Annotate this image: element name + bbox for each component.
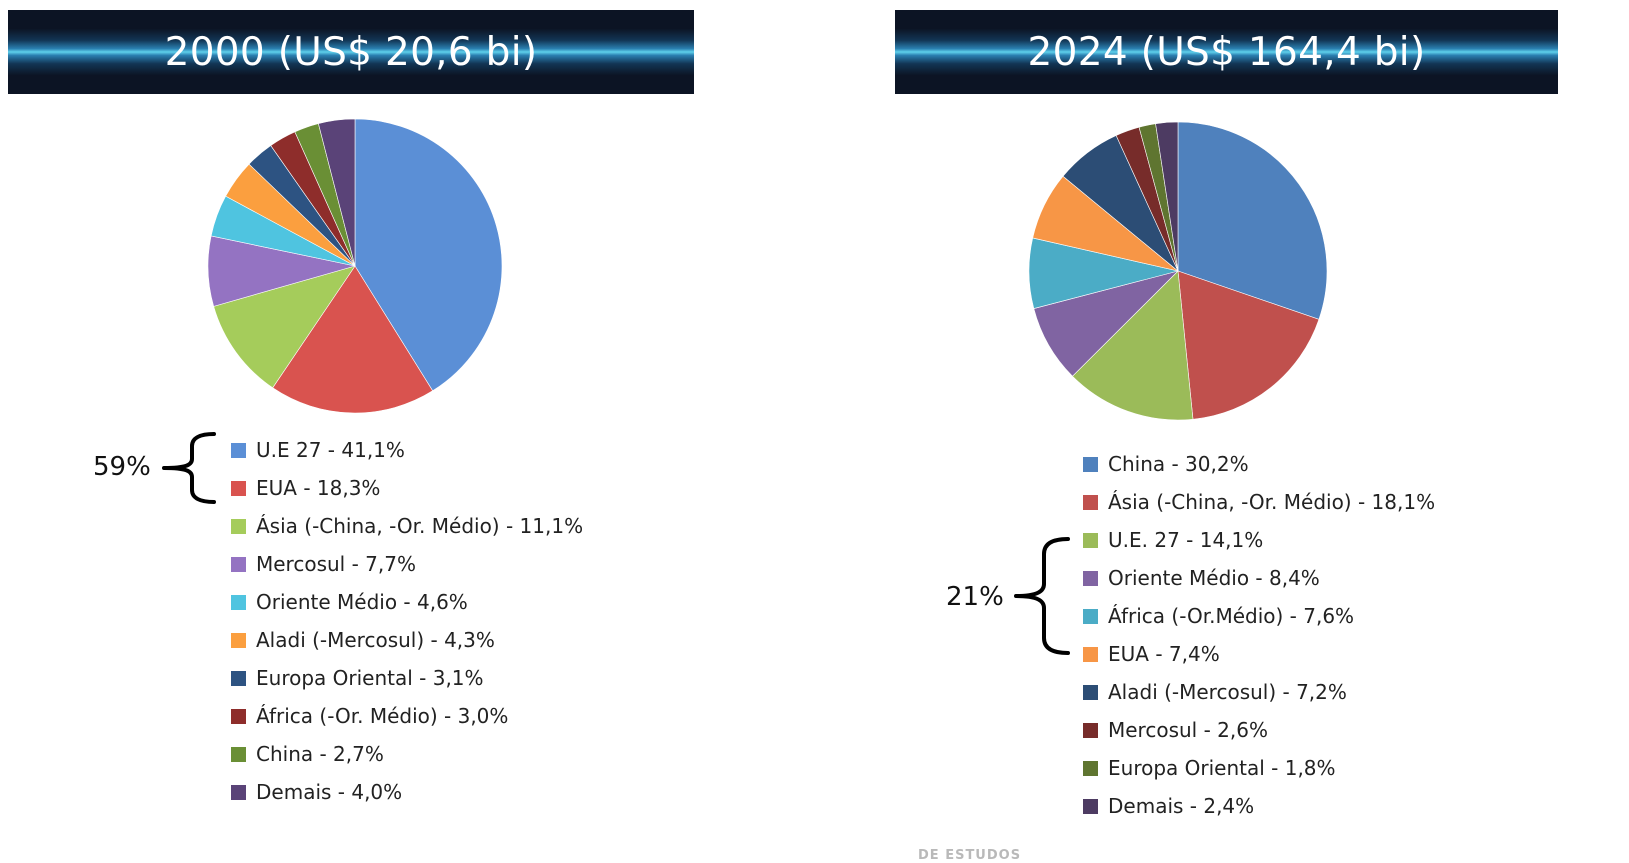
legend-label: Aladi (-Mercosul) - 7,2% xyxy=(1108,680,1347,704)
legend-label: Ásia (-China, -Or. Médio) - 11,1% xyxy=(256,514,584,538)
legend-swatch xyxy=(1083,760,1098,776)
pie-0-slice-9 xyxy=(318,118,356,267)
legend-swatch xyxy=(231,480,246,496)
legend-1-item-9: Demais - 2,4% xyxy=(1083,787,1435,825)
legend-0-item-4: Oriente Médio - 4,6% xyxy=(231,583,583,621)
pie-1-slice-1 xyxy=(1177,270,1320,420)
legend-1-item-8: Europa Oriental - 1,8% xyxy=(1083,749,1435,787)
legend-2024: China - 30,2% Ásia (-China, -Or. Médio) -… xyxy=(1083,445,1435,825)
legend-0-item-9: Demais - 4,0% xyxy=(231,773,583,811)
legend-2000: U.E 27 - 41,1% EUA - 18,3% Ásia (-China, -… xyxy=(231,431,583,811)
pie-1-slice-2 xyxy=(1072,270,1194,421)
legend-1-item-3: Oriente Médio - 8,4% xyxy=(1083,559,1435,597)
legend-swatch xyxy=(1083,798,1098,814)
pie-0-slice-1 xyxy=(272,265,434,414)
legend-1-item-2: U.E. 27 - 14,1% xyxy=(1083,521,1435,559)
legend-swatch xyxy=(1083,722,1098,738)
legend-swatch xyxy=(1083,456,1098,472)
legend-swatch xyxy=(1083,684,1098,700)
legend-0-item-1: EUA - 18,3% xyxy=(231,469,583,507)
footer-watermark-text: DE ESTUDOS xyxy=(918,848,1022,863)
legend-label: Mercosul - 7,7% xyxy=(256,552,416,576)
legend-label: China - 2,7% xyxy=(256,742,384,766)
legend-0-item-0: U.E 27 - 41,1% xyxy=(231,431,583,469)
legend-1-item-6: Aladi (-Mercosul) - 7,2% xyxy=(1083,673,1435,711)
chart-2024-title: 2024 (US$ 164,4 bi) xyxy=(895,10,1558,94)
legend-label: Oriente Médio - 4,6% xyxy=(256,590,468,614)
legend-swatch xyxy=(1083,608,1098,624)
legend-swatch xyxy=(231,670,246,686)
legend-1-item-4: África (-Or.Médio) - 7,6% xyxy=(1083,597,1435,635)
pie-1-slice-0 xyxy=(1177,121,1328,320)
legend-label: Europa Oriental - 3,1% xyxy=(256,666,484,690)
legend-0-item-3: Mercosul - 7,7% xyxy=(231,545,583,583)
legend-swatch xyxy=(1083,646,1098,662)
bracket-21-brace xyxy=(1014,537,1070,655)
legend-0-item-7: África (-Or. Médio) - 3,0% xyxy=(231,697,583,735)
legend-label: Demais - 2,4% xyxy=(1108,794,1255,818)
legend-0-item-8: China - 2,7% xyxy=(231,735,583,773)
legend-swatch xyxy=(231,632,246,648)
legend-swatch xyxy=(231,518,246,534)
pie-chart-2000 xyxy=(207,118,503,414)
legend-label: Oriente Médio - 8,4% xyxy=(1108,566,1320,590)
legend-1-item-0: China - 30,2% xyxy=(1083,445,1435,483)
legend-label: China - 30,2% xyxy=(1108,452,1249,476)
pie-0-slice-0 xyxy=(354,118,503,392)
legend-swatch xyxy=(231,708,246,724)
legend-label: África (-Or.Médio) - 7,6% xyxy=(1108,604,1355,628)
legend-label: África (-Or. Médio) - 3,0% xyxy=(256,704,509,728)
legend-swatch xyxy=(231,784,246,800)
legend-label: U.E. 27 - 14,1% xyxy=(1108,528,1264,552)
legend-label: EUA - 7,4% xyxy=(1108,642,1220,666)
legend-1-item-1: Ásia (-China, -Or. Médio) - 18,1% xyxy=(1083,483,1435,521)
legend-1-item-7: Mercosul - 2,6% xyxy=(1083,711,1435,749)
legend-swatch xyxy=(231,746,246,762)
legend-label: U.E 27 - 41,1% xyxy=(256,438,405,462)
legend-0-item-2: Ásia (-China, -Or. Médio) - 11,1% xyxy=(231,507,583,545)
legend-0-item-5: Aladi (-Mercosul) - 4,3% xyxy=(231,621,583,659)
pie-1-slice-9 xyxy=(1155,121,1179,272)
legend-label: Mercosul - 2,6% xyxy=(1108,718,1268,742)
legend-0-item-6: Europa Oriental - 3,1% xyxy=(231,659,583,697)
legend-swatch xyxy=(1083,532,1098,548)
bracket-21-label: 21% xyxy=(946,582,1004,612)
legend-swatch xyxy=(1083,570,1098,586)
legend-label: Aladi (-Mercosul) - 4,3% xyxy=(256,628,495,652)
legend-label: Europa Oriental - 1,8% xyxy=(1108,756,1336,780)
bracket-59-brace xyxy=(162,432,216,504)
chart-2000-title: 2000 (US$ 20,6 bi) xyxy=(8,10,694,94)
pie-chart-2024 xyxy=(1028,121,1328,421)
legend-label: Ásia (-China, -Or. Médio) - 18,1% xyxy=(1108,490,1436,514)
legend-swatch xyxy=(231,594,246,610)
legend-swatch xyxy=(1083,494,1098,510)
legend-label: Demais - 4,0% xyxy=(256,780,403,804)
bracket-59-label: 59% xyxy=(93,452,151,482)
legend-swatch xyxy=(231,556,246,572)
legend-label: EUA - 18,3% xyxy=(256,476,381,500)
legend-swatch xyxy=(231,442,246,458)
legend-1-item-5: EUA - 7,4% xyxy=(1083,635,1435,673)
